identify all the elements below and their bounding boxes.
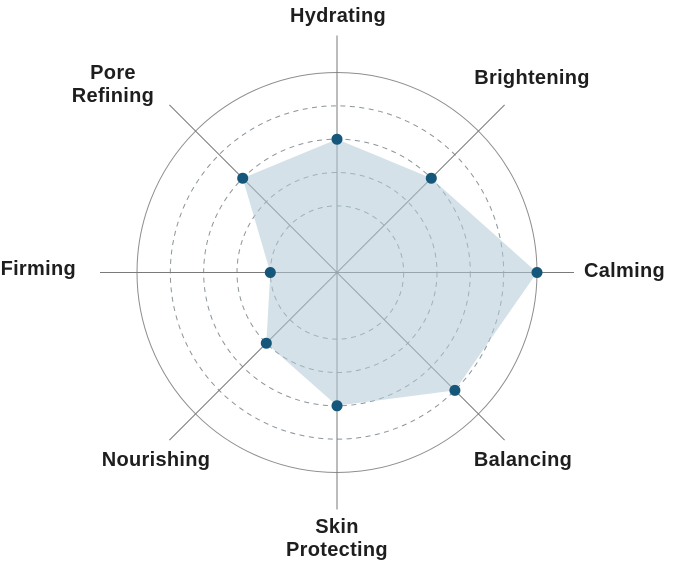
- axis-label-nourishing: Nourishing: [101, 449, 211, 471]
- data-point-firming: [264, 267, 276, 278]
- data-polygon: [242, 139, 537, 406]
- axis-label-balancing: Balancing: [473, 449, 573, 471]
- data-point-brightening: [425, 172, 437, 184]
- axis-label-pore-refining: Pore Refining: [71, 62, 155, 107]
- axis-label-skin-protecting: Skin Protecting: [286, 516, 388, 561]
- axis-label-firming: Firming: [0, 258, 76, 280]
- data-point-hydrating: [331, 133, 343, 145]
- data-point-calming: [531, 267, 543, 278]
- axis-label-hydrating: Hydrating: [289, 5, 387, 27]
- data-point-pore-refining: [237, 172, 249, 184]
- axis-label-brightening: Brightening: [474, 67, 590, 89]
- axis-label-calming: Calming: [584, 260, 665, 282]
- data-point-nourishing: [260, 337, 272, 349]
- data-point-balancing: [449, 384, 461, 396]
- data-point-skin-protecting: [331, 400, 343, 412]
